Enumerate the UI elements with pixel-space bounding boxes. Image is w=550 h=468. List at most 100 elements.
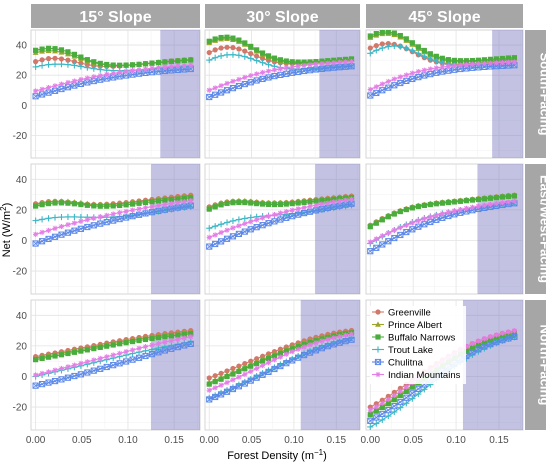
data-point [259,222,266,229]
data-point [259,50,266,56]
data-point [446,209,451,215]
data-point [241,80,248,88]
data-point [65,84,71,91]
data-point [72,78,77,84]
data-point [97,214,103,220]
x-tick-label: 0.05 [72,435,92,446]
data-point [104,354,110,360]
data-point [212,47,218,53]
data-point [481,57,487,63]
data-point [415,385,422,392]
data-point [58,47,65,53]
data-point [78,54,84,60]
data-point [84,224,91,230]
data-point [464,62,469,67]
data-point [90,367,97,374]
data-point [254,201,260,207]
data-point [247,79,254,86]
data-point [224,200,230,207]
data-point [248,363,254,369]
data-point [129,201,136,207]
y-tick-label: 40 [16,311,28,322]
data-point [475,346,482,353]
data-point [169,338,174,343]
data-point [439,68,446,75]
data-point [51,377,59,385]
data-point [367,33,373,39]
data-point [367,92,374,99]
data-point [39,87,45,92]
data-point [422,216,427,222]
data-point [230,377,236,383]
data-point [206,94,213,100]
data-point [224,368,230,374]
data-point [230,35,236,41]
series-group [206,34,355,101]
x-tick-label: 0.10 [118,435,138,446]
data-point [319,65,325,72]
data-point [71,349,78,355]
data-point [212,204,218,210]
data-point [148,351,156,358]
data-point [266,360,271,366]
data-point [155,198,162,204]
data-point [259,353,266,359]
data-point [499,194,506,200]
series-group [206,193,355,250]
data-point [271,365,278,373]
data-point [110,362,117,369]
data-point [337,334,342,339]
data-point [469,57,475,64]
facet-strip-column [366,4,523,28]
data-point [212,36,218,42]
data-point [342,338,349,345]
data-point [104,213,110,218]
data-point [367,239,373,245]
data-point [403,228,410,236]
data-point [45,235,52,243]
data-point [253,374,260,381]
data-point [254,356,260,362]
data-point [259,55,266,62]
data-point [331,60,337,65]
data-point [487,338,493,344]
data-point [224,374,230,380]
data-point [97,76,104,83]
data-point [391,82,398,89]
data-point [452,63,457,68]
series-group [32,327,194,389]
data-point [39,91,45,98]
data-point [319,206,325,213]
data-point [385,407,392,414]
data-point [379,241,386,248]
data-point [265,355,272,362]
data-point [493,195,500,201]
data-point [65,222,71,228]
data-point [59,81,64,87]
data-point [39,381,45,388]
data-point [434,212,439,218]
data-point [212,91,219,98]
data-point [52,353,58,359]
data-point [91,203,97,209]
data-point [39,355,45,362]
data-point [236,199,242,205]
data-point [52,46,58,52]
data-point [72,220,77,226]
data-point [143,344,148,349]
data-point [175,63,181,69]
data-point [398,389,403,394]
data-point [379,87,386,94]
data-point [123,349,129,354]
data-point [206,243,213,250]
data-point [446,63,451,69]
data-point [433,53,439,59]
data-point [236,46,242,52]
data-point [90,78,97,84]
data-point [313,66,319,73]
legend-label: Trout Lake [388,345,433,356]
facet-strip-row [525,30,546,158]
data-point [248,219,254,224]
data-point [470,204,475,210]
data-point [217,238,225,245]
